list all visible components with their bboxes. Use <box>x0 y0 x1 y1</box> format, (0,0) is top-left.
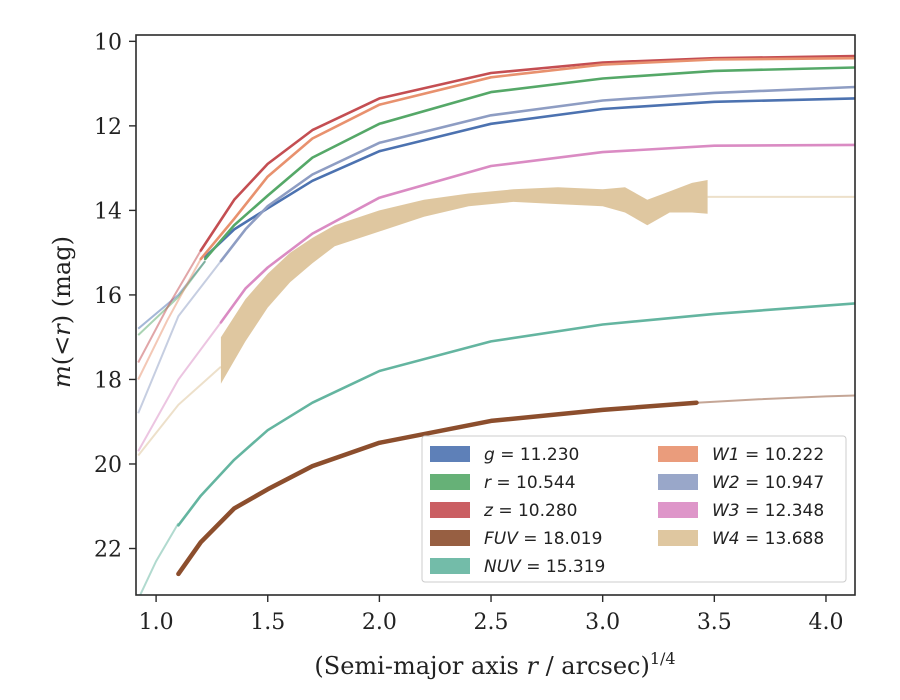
legend-item-nuv: NUV = 15.319 <box>430 557 605 577</box>
y-axis: 10 12 14 16 18 20 22 <box>94 30 136 563</box>
series-z-extrapolation <box>137 249 202 363</box>
x-tick-label: 3.5 <box>697 610 732 635</box>
legend-label: g = 11.230 <box>484 445 579 465</box>
x-tick-label: 1.5 <box>250 610 285 635</box>
legend-label: W2 = 10.947 <box>712 473 824 493</box>
series-fuv-extrapolation <box>696 394 855 404</box>
legend-item-g: g = 11.230 <box>430 445 579 465</box>
series-w3-line <box>219 143 855 324</box>
series-fuv-line <box>176 400 699 577</box>
legend-swatch <box>658 502 698 518</box>
legend-item-w2: W2 = 10.947 <box>658 473 824 493</box>
series-nuv-line <box>177 302 855 527</box>
legend-item-w1: W1 = 10.222 <box>658 445 824 465</box>
y-axis-title: m(<r) (mag) <box>48 236 76 388</box>
series-w4-band <box>220 180 708 384</box>
series-w2 <box>137 85 855 414</box>
legend-label: W3 = 12.348 <box>712 501 824 521</box>
y-tick-label: 16 <box>94 284 122 309</box>
legend-swatch <box>430 502 470 518</box>
series-w1-line <box>199 56 855 261</box>
series-r-line <box>203 66 855 261</box>
series-w3-extrapolation <box>137 321 222 452</box>
legend-label: W4 = 13.688 <box>712 529 824 549</box>
legend-label: W1 = 10.222 <box>712 445 824 465</box>
legend-frame <box>421 435 847 583</box>
x-tick-label: 2.0 <box>362 610 397 635</box>
legend-item-z: z = 10.280 <box>430 501 577 521</box>
series-w2-extrapolation <box>137 260 222 414</box>
legend-item-r: r = 10.544 <box>430 473 576 493</box>
legend-swatch <box>430 474 470 490</box>
series-nuv <box>139 302 855 595</box>
legend-item-fuv: FUV = 18.019 <box>430 529 602 549</box>
y-tick-label: 12 <box>94 115 122 140</box>
legend-label: NUV = 15.319 <box>484 557 605 577</box>
legend-swatch <box>430 530 470 546</box>
series-layer <box>137 54 855 595</box>
x-axis: 1.0 1.5 2.0 2.5 3.0 3.5 4.0 <box>139 595 843 635</box>
series-fuv <box>176 394 855 577</box>
legend-swatch <box>430 558 470 574</box>
series-w4-extrapolation <box>137 366 222 457</box>
x-axis-title: (Semi-major axis r / arcsec)1/4 <box>314 649 675 680</box>
series-g-line <box>203 97 855 259</box>
legend-item-w3: W3 = 12.348 <box>658 501 824 521</box>
x-tick-label: 4.0 <box>808 610 843 635</box>
y-tick-label: 10 <box>94 30 122 55</box>
series-nuv-extrapolation <box>139 522 180 595</box>
x-tick-label: 2.5 <box>474 610 509 635</box>
x-tick-label: 1.0 <box>139 610 174 635</box>
series-w1-extrapolation <box>137 258 202 380</box>
y-tick-label: 22 <box>94 538 122 563</box>
series-z <box>137 54 855 363</box>
legend-swatch <box>430 446 470 462</box>
legend-swatch <box>658 530 698 546</box>
series-w4 <box>137 180 855 457</box>
series-w1 <box>137 56 855 380</box>
series-w3 <box>137 143 855 452</box>
legend-label: FUV = 18.019 <box>484 529 602 549</box>
plot-frame <box>135 34 856 596</box>
series-z-line <box>199 54 855 252</box>
legend-swatch <box>658 474 698 490</box>
x-tick-label: 3.0 <box>585 610 620 635</box>
y-tick-label: 20 <box>94 453 122 478</box>
legend-label: z = 10.280 <box>483 501 577 521</box>
series-w2-line <box>219 85 855 263</box>
y-tick-label: 18 <box>94 368 122 393</box>
y-tick-label: 14 <box>94 199 122 224</box>
legend-item-w4: W4 = 13.688 <box>658 529 824 549</box>
legend-swatch <box>658 446 698 462</box>
series-r-extrapolation <box>137 260 207 336</box>
series-r <box>137 66 855 336</box>
legend-label: r = 10.544 <box>484 473 576 493</box>
legend: g = 11.230 r = 10.544 z = 10.280 FUV = 18.0… <box>421 435 847 583</box>
